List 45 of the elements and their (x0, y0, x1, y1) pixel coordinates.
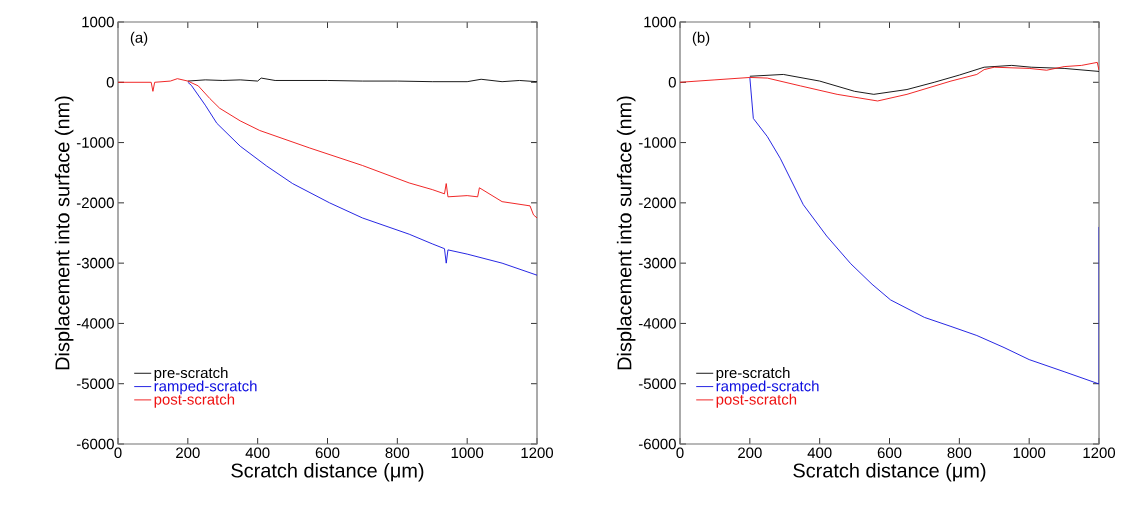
annotation: (b) (692, 31, 710, 46)
y-axis-title: Displacement into surface (nm) (54, 96, 74, 370)
x-tick-label: 200 (176, 447, 200, 459)
y-tick-label: -5000 (638, 378, 676, 389)
x-axis-title: Scratch distance (μm) (793, 462, 986, 482)
legend-label: post-scratch (154, 393, 235, 408)
y-tick-label: -2000 (638, 197, 676, 209)
y-tick-label: -3000 (76, 257, 114, 269)
x-tick-label: 0 (114, 447, 122, 459)
x-tick-label: 400 (245, 447, 270, 459)
y-tick-label: -4000 (638, 318, 676, 329)
x-tick-label: 1000 (451, 447, 484, 459)
legend-label: pre-scratch (716, 367, 790, 382)
y-tick-label: -6000 (638, 438, 676, 450)
line-series (749, 64, 1100, 95)
legend-label: post-scratch (716, 393, 797, 408)
y-tick-label: -1000 (76, 137, 114, 148)
x-tick-label: 600 (315, 447, 340, 459)
y-tick-label: 0 (106, 76, 114, 88)
x-tick-label: 600 (877, 447, 902, 459)
y-tick-label: -2000 (76, 197, 114, 209)
y-tick-label: -4000 (76, 318, 114, 329)
line-series (680, 61, 1100, 102)
x-axis-title: Scratch distance (μm) (231, 462, 424, 482)
line-series (187, 81, 537, 276)
legend-label: ramped-scratch (154, 380, 257, 395)
x-tick-label: 800 (385, 447, 410, 459)
y-tick-label: -5000 (76, 378, 114, 389)
x-tick-label: 200 (738, 447, 762, 459)
y-tick-label: -1000 (638, 137, 676, 148)
y-tick-label: -6000 (76, 438, 114, 450)
y-tick-label: 0 (668, 76, 676, 88)
y-tick-label: -3000 (638, 257, 676, 269)
x-tick-label: 0 (676, 447, 684, 459)
y-axis-title: Displacement into surface (nm) (616, 96, 636, 370)
x-tick-label: 1000 (1013, 447, 1046, 459)
annotation: (a) (130, 31, 148, 46)
x-tick-label: 800 (947, 447, 972, 459)
legend-label: ramped-scratch (716, 380, 819, 395)
y-tick-label: 1000 (82, 16, 114, 28)
x-tick-label: 400 (807, 447, 832, 459)
x-tick-label: 1200 (521, 447, 554, 459)
legend-label: pre-scratch (154, 367, 228, 382)
x-tick-label: 1200 (1083, 447, 1116, 459)
y-tick-label: 1000 (644, 16, 676, 28)
